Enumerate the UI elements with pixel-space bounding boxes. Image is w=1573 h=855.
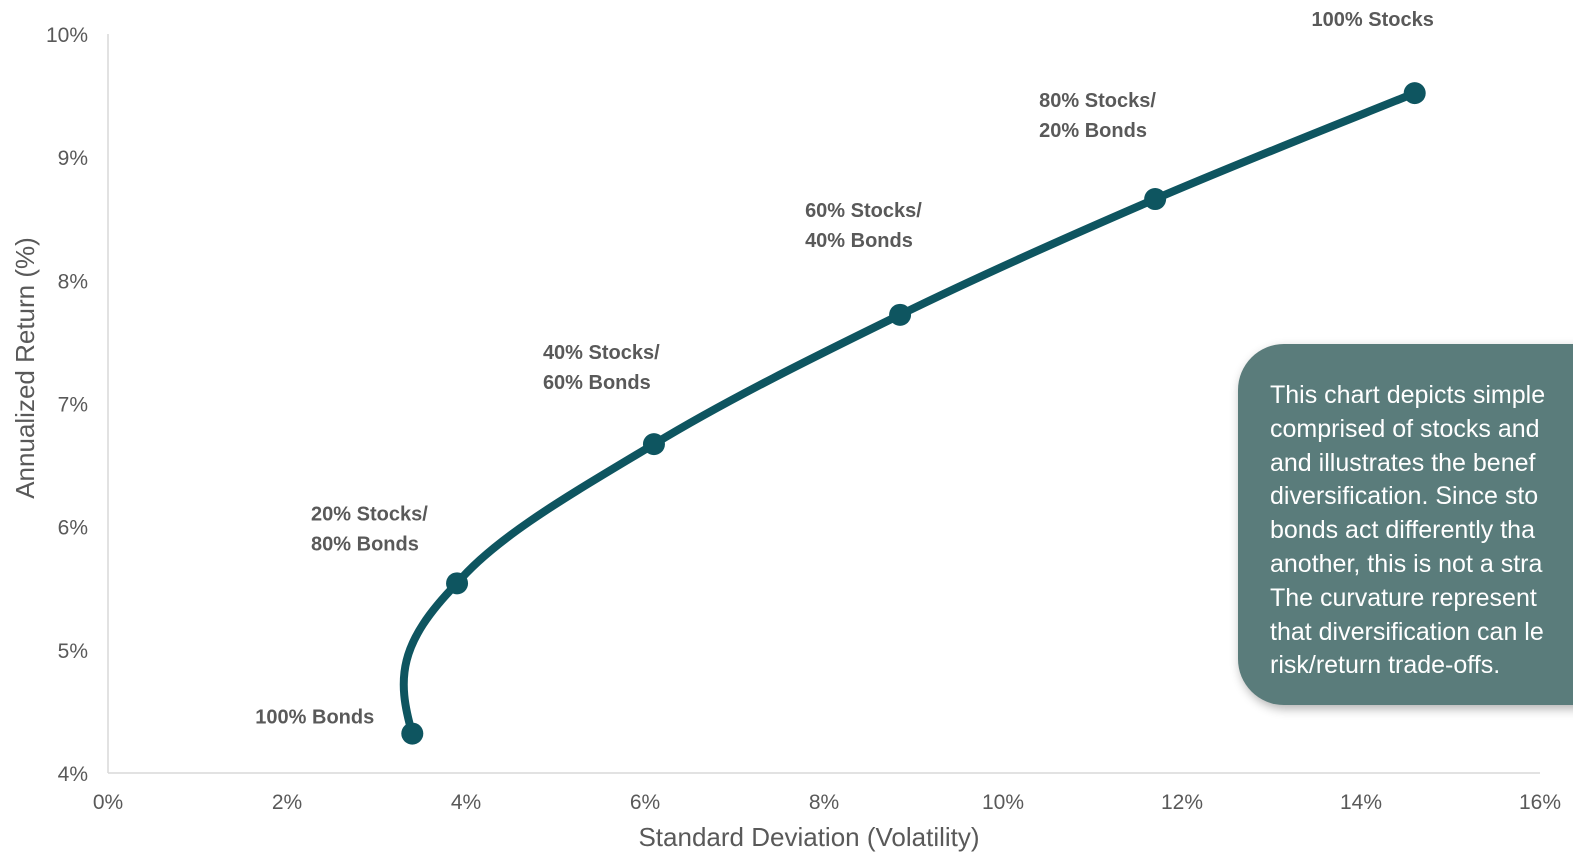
- x-tick-label: 6%: [630, 791, 660, 814]
- x-tick-label: 16%: [1519, 791, 1561, 814]
- x-tick-label: 2%: [272, 791, 302, 814]
- callout-text-line: diversification. Since sto: [1270, 482, 1539, 511]
- point-label: 80% Stocks/: [1039, 90, 1156, 112]
- point-label: 100% Bonds: [255, 707, 374, 729]
- callout-text-line: The curvature represent: [1270, 583, 1537, 612]
- axes: [107, 34, 1540, 774]
- y-tick-label: 4%: [58, 763, 88, 786]
- x-tick-label: 8%: [809, 791, 839, 814]
- explanation-callout: This chart depicts simple comprised of st…: [1238, 344, 1573, 705]
- x-tick-label: 10%: [982, 791, 1024, 814]
- callout-text-line: another, this is not a stra: [1270, 549, 1543, 578]
- callout-text-line: risk/return trade-offs.: [1270, 651, 1501, 680]
- data-point: [889, 303, 912, 326]
- x-tick-label: 12%: [1161, 791, 1203, 814]
- y-tick-label: 7%: [58, 394, 88, 417]
- point-label: 40% Bonds: [805, 230, 913, 252]
- data-point: [642, 433, 665, 456]
- data-point: [1144, 188, 1167, 211]
- point-label: 40% Stocks/: [543, 342, 660, 364]
- y-tick-label: 8%: [58, 270, 88, 293]
- data-point: [401, 722, 424, 745]
- x-tick-label: 0%: [93, 791, 123, 814]
- callout-text-line: that diversification can le: [1270, 617, 1544, 646]
- tick-labels: 0% 2% 4% 6% 8% 10% 12% 14% 16% 4% 5% 6% 7% 8% 9% 10%: [46, 24, 1561, 814]
- x-tick-label: 14%: [1340, 791, 1382, 814]
- point-label: 100% Stocks: [1312, 9, 1434, 31]
- y-tick-label: 9%: [58, 147, 88, 170]
- callout-text-line: This chart depicts simple: [1270, 381, 1546, 409]
- x-tick-label: 4%: [451, 791, 481, 814]
- point-label: 80% Bonds: [311, 533, 419, 555]
- y-tick-label: 5%: [58, 640, 88, 663]
- point-label: 60% Stocks/: [805, 200, 922, 222]
- data-point: [1403, 82, 1426, 105]
- point-label: 60% Bonds: [543, 372, 651, 394]
- data-points: [401, 82, 1426, 745]
- point-label: 20% Bonds: [1039, 120, 1147, 142]
- y-tick-label: 10%: [46, 24, 88, 47]
- y-tick-label: 6%: [58, 517, 88, 540]
- callout-text-line: and illustrates the benef: [1270, 448, 1536, 477]
- callout-text-line: bonds act differently tha: [1270, 516, 1535, 545]
- point-labels: 100% Bonds 20% Stocks/80% Bonds 40% Stocks…: [255, 9, 1434, 728]
- point-label: 20% Stocks/: [311, 503, 428, 525]
- y-axis-title: Annualized Return (%): [10, 237, 40, 499]
- callout-text-line: comprised of stocks and: [1270, 414, 1540, 443]
- data-point: [446, 572, 469, 595]
- x-axis-title: Standard Deviation (Volatility): [638, 822, 979, 852]
